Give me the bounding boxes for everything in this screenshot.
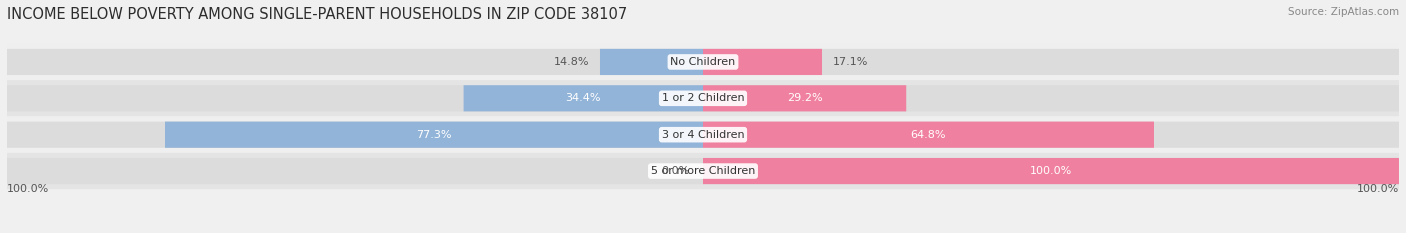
Text: 77.3%: 77.3%	[416, 130, 451, 140]
FancyBboxPatch shape	[600, 49, 703, 75]
FancyBboxPatch shape	[7, 116, 1399, 153]
Text: 0.0%: 0.0%	[661, 166, 689, 176]
FancyBboxPatch shape	[703, 122, 1399, 148]
FancyBboxPatch shape	[703, 49, 1399, 75]
FancyBboxPatch shape	[7, 153, 1399, 189]
Text: 5 or more Children: 5 or more Children	[651, 166, 755, 176]
Text: 100.0%: 100.0%	[1357, 184, 1399, 194]
FancyBboxPatch shape	[7, 85, 703, 111]
FancyBboxPatch shape	[7, 44, 1399, 80]
FancyBboxPatch shape	[703, 85, 1399, 111]
FancyBboxPatch shape	[7, 80, 1399, 116]
FancyBboxPatch shape	[7, 158, 703, 184]
FancyBboxPatch shape	[7, 122, 703, 148]
Text: Source: ZipAtlas.com: Source: ZipAtlas.com	[1288, 7, 1399, 17]
Text: 3 or 4 Children: 3 or 4 Children	[662, 130, 744, 140]
FancyBboxPatch shape	[703, 49, 823, 75]
FancyBboxPatch shape	[7, 49, 703, 75]
Text: 34.4%: 34.4%	[565, 93, 600, 103]
Text: 1 or 2 Children: 1 or 2 Children	[662, 93, 744, 103]
Text: No Children: No Children	[671, 57, 735, 67]
Text: 29.2%: 29.2%	[787, 93, 823, 103]
Text: 100.0%: 100.0%	[1029, 166, 1073, 176]
FancyBboxPatch shape	[703, 122, 1154, 148]
FancyBboxPatch shape	[703, 158, 1399, 184]
Text: 64.8%: 64.8%	[911, 130, 946, 140]
FancyBboxPatch shape	[165, 122, 703, 148]
FancyBboxPatch shape	[703, 158, 1399, 184]
Text: 100.0%: 100.0%	[7, 184, 49, 194]
FancyBboxPatch shape	[703, 85, 907, 111]
Text: 14.8%: 14.8%	[554, 57, 589, 67]
Text: 17.1%: 17.1%	[832, 57, 868, 67]
Text: INCOME BELOW POVERTY AMONG SINGLE-PARENT HOUSEHOLDS IN ZIP CODE 38107: INCOME BELOW POVERTY AMONG SINGLE-PARENT…	[7, 7, 627, 22]
FancyBboxPatch shape	[464, 85, 703, 111]
